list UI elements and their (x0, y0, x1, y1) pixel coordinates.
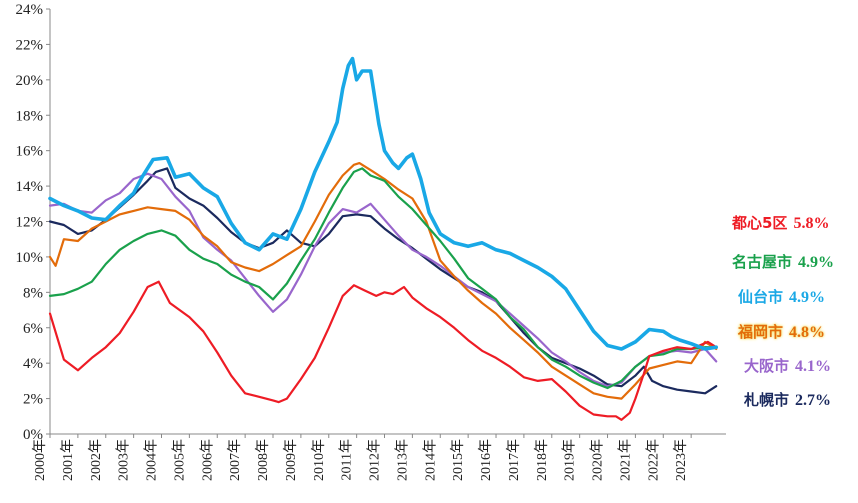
series-line-4 (48, 172, 718, 388)
legend-item-osaka: 大阪市 4.1% (744, 355, 831, 376)
y-axis: 0% 2% 4% 6% 8% 10% 12% 14% 16% 18% 20% 22% 24% (16, 2, 51, 443)
x-tick-label: 2017年 (506, 439, 522, 481)
legend-value: 5.8% (793, 215, 830, 232)
series-line-0 (48, 280, 718, 421)
y-tick-label: 0% (23, 427, 43, 443)
y-tick-label: 16% (16, 144, 44, 160)
legend-item-sendai: 仙台市 4.9% (738, 286, 825, 307)
x-tick-label: 2011年 (339, 439, 355, 480)
legend-item-sapporo: 札幌市 2.7% (744, 389, 831, 410)
series-layer (48, 56, 719, 421)
x-tick-label: 2004年 (144, 439, 160, 481)
x-tick-label: 2012年 (367, 439, 383, 481)
x-tick-label: 2000年 (32, 439, 48, 481)
legend-item-tokyo: 都心5区 5.8% (732, 212, 829, 233)
legend-value: 2.7% (795, 392, 832, 409)
x-axis: 2000年 2001年 2002年 2003年 2004年 2005年 2006年 2007年… (32, 433, 726, 481)
series-line-1 (48, 167, 718, 390)
y-tick-label: 14% (16, 179, 44, 195)
x-tick-label: 2013年 (394, 439, 410, 481)
x-tick-label: 2002年 (88, 439, 104, 481)
x-tick-label: 2005年 (171, 439, 187, 481)
x-tick-label: 2018年 (534, 439, 550, 481)
legend-value: 4.9% (798, 254, 835, 271)
legend-value: 4.9% (789, 289, 826, 306)
legend-label: 大阪市 (744, 357, 790, 375)
x-tick-label: 2020年 (590, 439, 606, 481)
x-tick-label: 2019年 (562, 439, 578, 481)
x-tick-label: 2008年 (255, 439, 271, 481)
y-tick-label: 18% (16, 108, 44, 124)
x-tick-label: 2022年 (645, 439, 661, 481)
legend-item-nagoya: 名古屋市 4.9% (732, 251, 834, 272)
x-tick-label: 2010年 (311, 439, 327, 481)
y-tick-label: 2% (23, 392, 43, 408)
series-line-2 (48, 56, 719, 351)
x-tick-label: 2021年 (617, 439, 633, 481)
legend-label: 札幌市 (744, 391, 790, 409)
legend-label: 名古屋市 (732, 253, 793, 271)
y-tick-label: 22% (16, 37, 44, 53)
y-tick-label: 4% (23, 356, 43, 372)
x-tick-label: 2014年 (422, 439, 438, 481)
y-tick-label: 20% (16, 73, 44, 89)
legend-label: 仙台市 (738, 288, 784, 306)
y-tick-label: 6% (23, 321, 43, 337)
x-tick-label: 2006年 (199, 439, 215, 481)
y-tick-label: 12% (16, 215, 44, 231)
y-tick-label: 10% (16, 250, 44, 266)
legend-label: 都心5区 (732, 214, 788, 232)
legend-value: 4.1% (795, 358, 832, 375)
series-line-5 (48, 167, 718, 395)
x-tick-label: 2009年 (283, 439, 299, 481)
x-tick-label: 2001年 (60, 439, 76, 481)
y-tick-label: 8% (23, 285, 43, 301)
legend-value: 4.8% (789, 324, 826, 341)
y-tick-label: 24% (16, 2, 44, 18)
x-tick-label: 2016年 (478, 439, 494, 481)
series-line-3 (48, 162, 718, 400)
x-tick-label: 2015年 (450, 439, 466, 481)
x-tick-label: 2003年 (116, 439, 132, 481)
legend-item-fukuoka: 福岡市 4.8% (738, 321, 825, 342)
x-tick-label: 2007年 (227, 439, 243, 481)
x-tick-label: 2023年 (673, 439, 689, 481)
legend-label: 福岡市 (738, 323, 784, 341)
